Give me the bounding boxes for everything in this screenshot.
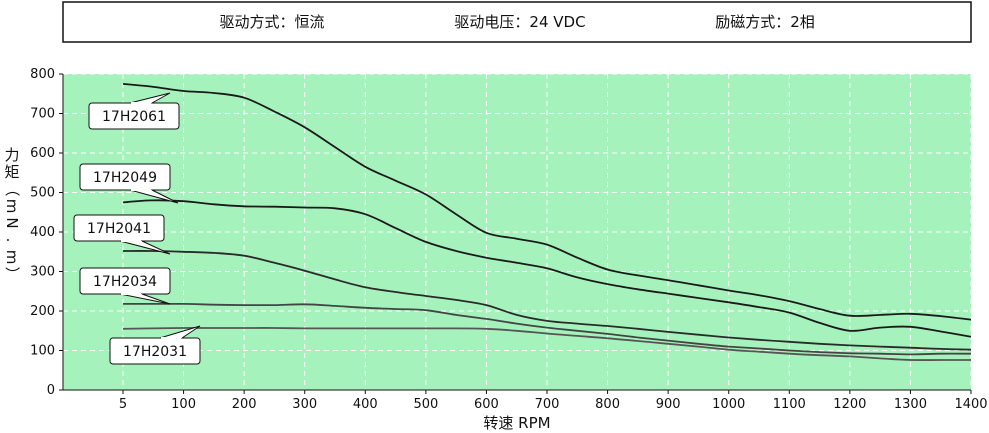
callout-label: 17H2049: [93, 170, 157, 186]
x-tick-label: 600: [474, 397, 499, 412]
callout-17h2034: 17H2034: [79, 267, 171, 305]
y-axis-title-char: N: [3, 217, 21, 228]
y-tick-label: 0: [47, 383, 55, 398]
y-axis-title-char: m: [3, 199, 21, 214]
y-axis-title-char: 力: [4, 146, 19, 164]
callout-label: 17H2031: [123, 344, 187, 360]
y-tick-label: 300: [30, 265, 55, 280]
y-tick-label: 700: [30, 107, 55, 122]
excitation-label: 励磁方式：2相: [715, 13, 815, 31]
x-tick-label: 1200: [833, 397, 866, 412]
callout-box: [79, 163, 171, 191]
y-axis-title-char: ）: [3, 266, 21, 281]
series-lines: [122, 83, 972, 361]
x-tick-label: 100: [171, 397, 196, 412]
series-callouts: 17H2061 17H2049 17H2041 17H2034 17H2031: [73, 92, 201, 365]
y-tick-label: 500: [30, 186, 55, 201]
callout-17h2041: 17H2041: [73, 214, 171, 255]
callout-pointer: [119, 240, 171, 255]
x-tick-label: 300: [292, 397, 317, 412]
callout-pointer: [119, 293, 171, 305]
callout-17h2031: 17H2031: [109, 325, 201, 365]
x-axis-title: 转速 RPM: [483, 414, 550, 432]
callout-box: [109, 337, 201, 365]
y-tick-labels: 0 100 200 300 400 500 600 700 800: [30, 67, 63, 398]
y-axis-title-char: .: [3, 238, 21, 243]
drive-voltage-label: 驱动电压：24 VDC: [454, 13, 585, 31]
callout-label: 17H2034: [93, 274, 157, 290]
x-tick-label: 800: [595, 397, 620, 412]
y-axis-title-char: （: [3, 181, 21, 196]
callout-pointer: [159, 325, 201, 339]
callout-label: 17H2061: [102, 109, 166, 125]
y-tick-label: 800: [30, 67, 55, 82]
x-tick-label: 1300: [894, 397, 927, 412]
y-tick-label: 400: [30, 225, 55, 240]
x-tick-label: 500: [413, 397, 438, 412]
x-tick-label: 5: [119, 397, 127, 412]
series-line-17h2034: [123, 302, 972, 356]
callout-label: 17H2041: [87, 221, 151, 237]
x-tick-label: 400: [353, 397, 378, 412]
header-box: 驱动方式：恒流 驱动电压：24 VDC 励磁方式：2相: [62, 1, 972, 43]
x-tick-label: 700: [535, 397, 560, 412]
header-frame: [62, 1, 972, 43]
y-tick-label: 100: [30, 344, 55, 359]
y-tick-label: 600: [30, 146, 55, 161]
x-tick-label: 200: [232, 397, 257, 412]
callout-pointer: [129, 92, 171, 104]
callout-pointer: [129, 189, 179, 204]
x-tick-labels: 5 100 200 300 400 500 600 700 800 900 1000 1100 1200…: [119, 390, 988, 412]
series-line-17h2061: [122, 83, 972, 321]
y-axis-title-char: m: [3, 250, 21, 265]
x-tick-label: 1100: [773, 397, 806, 412]
x-tick-label: 900: [656, 397, 681, 412]
drive-mode-label: 驱动方式：恒流: [219, 13, 324, 31]
series-line-17h2041: [122, 250, 972, 351]
y-tick-label: 200: [30, 304, 55, 319]
callout-box: [73, 214, 165, 242]
series-line-17h2031: [122, 327, 971, 361]
y-axis-title-char: 矩: [4, 163, 19, 181]
y-axis-title: 力矩（mN.m）: [3, 146, 21, 282]
series-line-17h2049: [122, 199, 972, 338]
callout-17h2061: 17H2061: [88, 92, 180, 130]
x-tick-label: 1400: [954, 397, 987, 412]
x-tick-label: 1000: [712, 397, 745, 412]
callout-17h2049: 17H2049: [79, 163, 179, 204]
